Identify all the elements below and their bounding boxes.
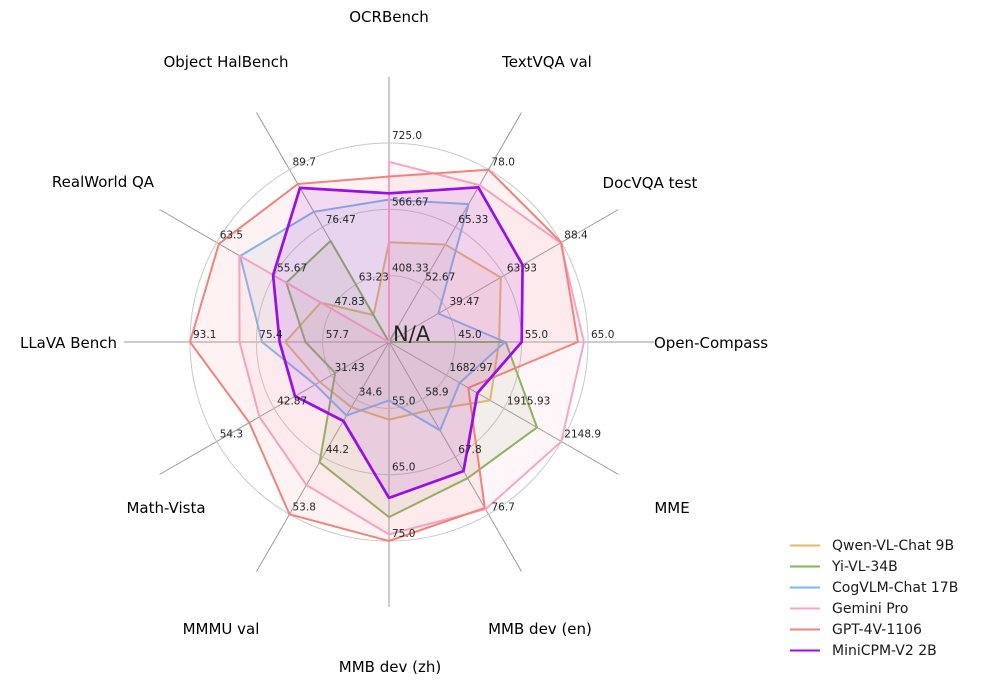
tick-label-llava-bench-1: 75.4 bbox=[259, 329, 283, 341]
axis-label-math-vista: Math-Vista bbox=[126, 499, 205, 517]
axis-label-mmb-dev-en: MMB dev (en) bbox=[488, 620, 592, 638]
tick-label-mme-0: 1682.97 bbox=[449, 362, 492, 374]
axis-label-ocrbench: OCRBench bbox=[349, 8, 428, 26]
tick-label-docvqa-test-2: 88.4 bbox=[564, 230, 588, 242]
tick-label-open-compass-0: 45.0 bbox=[458, 329, 481, 341]
legend-item-yi-vl-34b: Yi-VL-34B bbox=[790, 559, 898, 575]
legend-item-gpt-4v-1106: GPT-4V-1106 bbox=[790, 622, 922, 638]
series-line-minicpm-v2-2b bbox=[271, 185, 524, 500]
tick-label-mme-1: 1915.93 bbox=[507, 395, 550, 407]
axis-label-mme: MME bbox=[654, 499, 689, 517]
tick-label-llava-bench-0: 57.7 bbox=[326, 329, 349, 341]
tick-label-mmmu-val-1: 44.2 bbox=[326, 444, 349, 456]
axis-label-mmmu-val: MMMU val bbox=[183, 620, 260, 638]
legend-label-gemini-pro: Gemini Pro bbox=[832, 601, 908, 617]
tick-label-mmmu-val-2: 53.8 bbox=[293, 501, 316, 513]
tick-label-math-vista-2: 54.3 bbox=[220, 429, 243, 441]
tick-label-realworld-qa-0: 47.83 bbox=[335, 296, 365, 308]
legend-label-cogvlm-chat-17b: CogVLM-Chat 17B bbox=[832, 580, 958, 596]
axis-label-object-halbench: Object HalBench bbox=[163, 53, 288, 71]
series-fill-gpt-4v-1106 bbox=[190, 169, 578, 541]
series-line-gpt-4v-1106 bbox=[189, 168, 579, 542]
legend-item-cogvlm-chat-17b: CogVLM-Chat 17B bbox=[790, 580, 958, 596]
legend-label-minicpm-v2-2b: MiniCPM-V2 2B bbox=[832, 643, 937, 659]
tick-label-open-compass-1: 55.0 bbox=[525, 329, 548, 341]
tick-labels: 408.33 566.67 725.0 52.67 65.33 78.0 39.47 63.9… bbox=[193, 130, 614, 540]
tick-label-object-halbench-2: 89.7 bbox=[293, 157, 316, 169]
tick-label-mmb-dev-zh-2: 75.0 bbox=[392, 528, 415, 540]
tick-label-docvqa-test-0: 39.47 bbox=[450, 296, 480, 308]
tick-label-realworld-qa-2: 63.5 bbox=[220, 230, 243, 242]
axis-label-open-compass: Open-Compass bbox=[654, 334, 768, 352]
tick-label-open-compass-2: 65.0 bbox=[591, 329, 614, 341]
series-polygons bbox=[189, 160, 585, 542]
axis-label-docvqa-test: DocVQA test bbox=[603, 174, 698, 192]
tick-label-textvqa-val-0: 52.67 bbox=[425, 272, 455, 284]
tick-label-textvqa-val-2: 78.0 bbox=[492, 157, 515, 169]
tick-label-ocrbench-1: 566.67 bbox=[392, 196, 429, 208]
center-na-label: N/A bbox=[393, 322, 431, 346]
legend: Qwen-VL-Chat 9B Yi-VL-34B CogVLM-Chat 17B G… bbox=[790, 538, 958, 659]
axis-label-llava-bench: LLaVA Bench bbox=[20, 334, 117, 352]
tick-label-math-vista-0: 31.43 bbox=[335, 362, 365, 374]
series-fill-cogvlm-chat-17b bbox=[240, 199, 506, 431]
tick-label-mmb-dev-en-2: 76.7 bbox=[492, 501, 515, 513]
axis-titles: OCRBench TextVQA val DocVQA test Open-Compa… bbox=[20, 8, 768, 676]
axis-label-realworld-qa: RealWorld QA bbox=[52, 173, 155, 191]
series-fill-yi-vl-34b bbox=[286, 240, 537, 518]
tick-label-mmmu-val-0: 34.6 bbox=[359, 386, 383, 398]
legend-item-gemini-pro: Gemini Pro bbox=[790, 601, 908, 617]
tick-label-math-vista-1: 42.87 bbox=[277, 395, 307, 407]
tick-label-ocrbench-0: 408.33 bbox=[392, 263, 429, 275]
tick-label-object-halbench-0: 63.23 bbox=[359, 272, 389, 284]
tick-label-mmb-dev-en-0: 58.9 bbox=[425, 386, 448, 398]
legend-label-qwen-vl-chat-9b: Qwen-VL-Chat 9B bbox=[832, 538, 954, 554]
tick-label-llava-bench-2: 93.1 bbox=[193, 329, 216, 341]
legend-label-gpt-4v-1106: GPT-4V-1106 bbox=[832, 622, 922, 638]
legend-item-minicpm-v2-2b: MiniCPM-V2 2B bbox=[790, 643, 937, 659]
tick-label-docvqa-test-1: 63.93 bbox=[507, 263, 537, 275]
tick-label-mmb-dev-en-1: 67.8 bbox=[458, 444, 481, 456]
axis-label-mmb-dev-zh: MMB dev (zh) bbox=[339, 658, 441, 676]
tick-label-realworld-qa-1: 55.67 bbox=[277, 263, 307, 275]
legend-item-qwen-vl-chat-9b: Qwen-VL-Chat 9B bbox=[790, 538, 954, 554]
tick-label-ocrbench-2: 725.0 bbox=[392, 130, 422, 142]
legend-label-yi-vl-34b: Yi-VL-34B bbox=[831, 559, 898, 575]
tick-label-mmb-dev-zh-1: 65.0 bbox=[392, 462, 415, 474]
series-fill-gemini-pro bbox=[239, 161, 584, 535]
series-fill-qwen-vl-chat-9b bbox=[285, 242, 501, 420]
axis-label-textvqa-val: TextVQA val bbox=[501, 53, 592, 71]
tick-label-mmb-dev-zh-0: 55.0 bbox=[392, 395, 415, 407]
tick-label-textvqa-val-1: 65.33 bbox=[458, 214, 488, 226]
tick-label-object-halbench-1: 76.47 bbox=[326, 214, 356, 226]
series-fill-minicpm-v2-2b bbox=[273, 187, 523, 498]
tick-label-mme-2: 2148.9 bbox=[564, 429, 601, 441]
